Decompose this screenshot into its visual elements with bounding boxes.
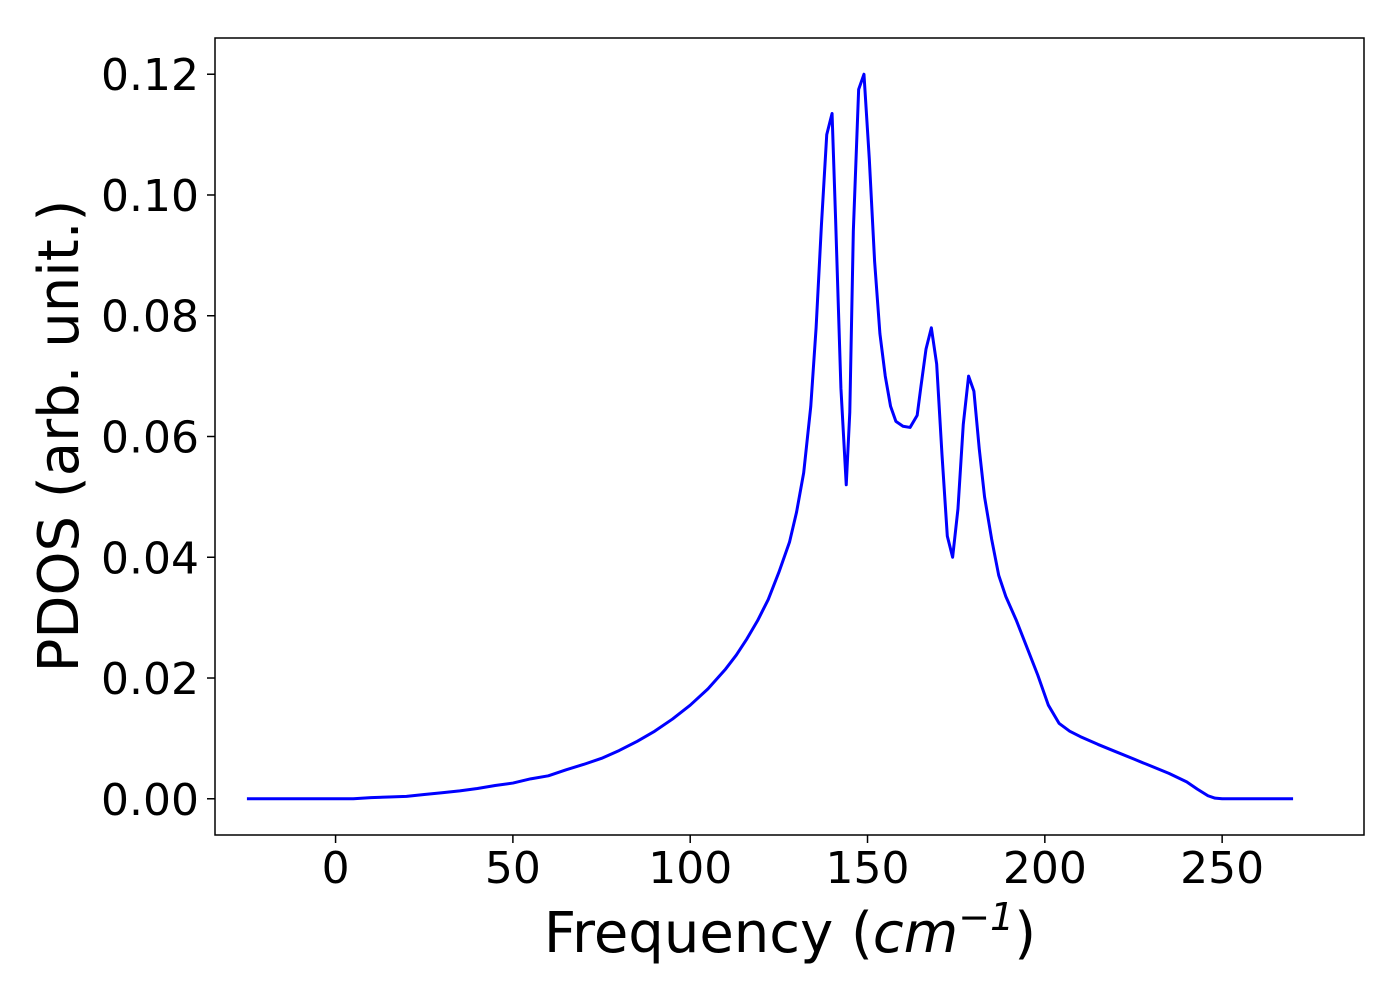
x-axis-label-exponent: −1 <box>958 895 1014 939</box>
x-axis-label-suffix: ) <box>1014 901 1036 966</box>
x-tick-label: 150 <box>826 843 910 894</box>
y-tick-label: 0.08 <box>101 292 199 343</box>
x-tick-label: 200 <box>1003 843 1087 894</box>
series-line-0 <box>246 72 1294 801</box>
y-tick-label: 0.12 <box>101 50 199 101</box>
y-tick-label: 0.06 <box>101 413 199 464</box>
x-axis: 0 50 100 150 200 250 <box>322 835 1264 894</box>
x-axis-label: Frequency (cm−1) <box>544 895 1036 966</box>
y-tick-label: 0.10 <box>101 171 199 222</box>
x-axis-label-prefix: Frequency ( <box>544 901 873 966</box>
x-tick-label: 0 <box>322 843 350 894</box>
y-tick-label: 0.02 <box>101 654 199 705</box>
plot-area <box>214 37 1365 836</box>
x-tick-label: 100 <box>648 843 732 894</box>
x-axis-label-unit: cm <box>873 901 958 966</box>
y-axis: 0.00 0.02 0.04 0.06 0.08 0.10 0.12 <box>101 50 215 826</box>
plot-frame <box>214 37 1365 836</box>
y-axis-label: PDOS (arb. unit.) <box>27 200 92 673</box>
y-tick-label: 0.00 <box>101 775 199 826</box>
x-tick-label: 250 <box>1180 843 1264 894</box>
x-tick-label: 50 <box>485 843 541 894</box>
y-tick-label: 0.04 <box>101 533 199 584</box>
